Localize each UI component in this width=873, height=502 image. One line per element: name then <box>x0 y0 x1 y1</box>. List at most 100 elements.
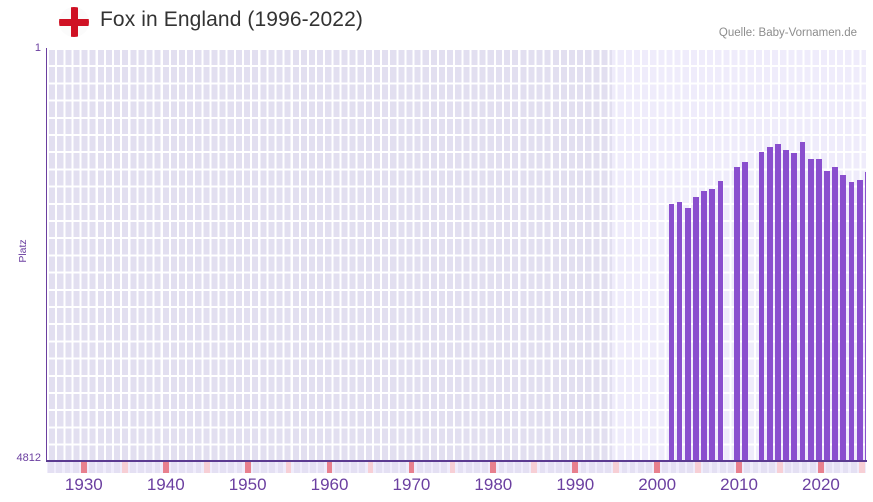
bar <box>783 149 789 461</box>
x-axis-strip-cell <box>162 462 169 473</box>
x-axis-strip-cell <box>842 462 849 473</box>
x-axis-strip-cell <box>80 462 87 473</box>
x-axis-strip-cell <box>531 462 538 473</box>
x-axis-strip-cell <box>580 462 587 473</box>
x-axis-strip-cell <box>637 462 644 473</box>
x-axis-strip-cell <box>392 462 398 473</box>
x-axis-strip-cell <box>588 462 595 473</box>
x-axis-strip-cell <box>564 462 570 473</box>
x-axis-strip-cell <box>605 462 611 473</box>
x-axis-tick-label: 1990 <box>556 475 595 494</box>
x-axis-strip-cell <box>171 462 177 473</box>
x-axis-strip-cell <box>56 462 63 473</box>
x-axis-tick-label: 1940 <box>146 475 185 494</box>
x-axis-strip-cell <box>490 462 497 473</box>
bar <box>709 189 716 461</box>
x-axis-strip-cell <box>670 462 677 473</box>
bar <box>791 152 798 461</box>
bar <box>668 204 675 461</box>
x-axis-strip-cell <box>818 462 824 473</box>
x-axis-strip-cell <box>187 462 194 473</box>
x-axis-strip-cell <box>310 462 317 473</box>
x-axis-strip-cell <box>408 462 415 473</box>
x-axis-strip-cell <box>228 462 235 473</box>
x-axis-strip-cell <box>850 462 857 473</box>
y-axis-tick-bottom: 4812 <box>16 452 41 464</box>
x-axis-strip-cell <box>727 462 734 473</box>
bar <box>734 167 740 461</box>
x-axis-strip-cell <box>400 462 407 473</box>
bar <box>684 207 691 461</box>
x-axis-strip-cell <box>695 462 701 473</box>
x-axis-strip-cell <box>220 462 226 473</box>
x-axis-strip-cell <box>212 462 218 473</box>
x-axis-strip-cell <box>498 462 505 473</box>
x-axis-tick-label: 1980 <box>474 475 513 494</box>
x-axis-strip-cell <box>72 462 79 473</box>
x-axis-strip-cell <box>793 462 800 473</box>
x-axis-strip-cell <box>826 462 833 473</box>
source-attribution: Quelle: Baby-Vornamen.de <box>718 27 857 39</box>
bar <box>799 142 806 461</box>
bar <box>758 151 765 461</box>
x-axis-strip-cell <box>523 462 529 473</box>
x-axis-strip-cell <box>703 462 710 473</box>
x-axis-strip-cell <box>318 462 325 473</box>
bar <box>824 171 830 461</box>
x-axis-strip-cell <box>662 462 669 473</box>
x-axis-strip-cell <box>302 462 308 473</box>
x-axis-strip-cell <box>777 462 783 473</box>
x-axis-strip-cell <box>752 462 759 473</box>
x-axis-strip-cell <box>343 462 349 473</box>
page-title: Fox in England (1996-2022) <box>100 8 363 31</box>
bar <box>693 197 699 461</box>
x-axis-strip-cell <box>457 462 464 473</box>
x-axis-strip-cell <box>383 462 390 473</box>
chart-header: Fox in England (1996-2022) Quelle: Baby-… <box>0 0 873 44</box>
x-axis-strip-cell <box>719 462 726 473</box>
x-axis-strip-cell <box>244 462 251 473</box>
x-axis-strip-cell <box>629 462 636 473</box>
x-axis-strip-cell <box>48 462 54 473</box>
flag-cross-vertical <box>70 7 78 37</box>
x-axis-tick-labels: 1930 1940 1950 1960 1970 1980 1990 2000 2010 2020 <box>0 475 873 500</box>
x-axis-strip-cell <box>113 462 120 473</box>
x-axis-strip-cell <box>768 462 775 473</box>
x-axis-strip-cell <box>277 462 284 473</box>
x-axis-strip-cell <box>654 462 661 473</box>
x-axis-strip-cell <box>760 462 767 473</box>
england-flag-icon <box>59 7 89 37</box>
bar <box>856 179 863 461</box>
x-axis-strip-cell <box>506 462 513 473</box>
x-axis-strip-cell <box>424 462 431 473</box>
x-axis-strip-cell <box>474 462 480 473</box>
x-axis-strip-cell <box>433 462 439 473</box>
bar <box>766 147 773 461</box>
x-axis-tick-label: 1970 <box>392 475 431 494</box>
bar <box>832 167 839 461</box>
bar <box>848 182 855 461</box>
x-axis-strip-cell <box>154 462 161 473</box>
x-axis-strip-cell <box>441 462 448 473</box>
bar-series <box>94 96 866 461</box>
x-axis-strip-cell <box>621 462 628 473</box>
x-axis-strip-cell <box>539 462 546 473</box>
x-axis-strip-cell <box>736 462 742 473</box>
x-axis-strip-cell <box>89 462 95 473</box>
x-axis-strip-cell <box>801 462 808 473</box>
x-axis-strip-cell <box>334 462 341 473</box>
x-axis-tick-label: 2010 <box>720 475 758 494</box>
x-axis-strip-cell <box>711 462 718 473</box>
x-axis-strip-cell <box>138 462 145 473</box>
x-axis-strip-cell <box>121 462 128 473</box>
x-axis-strip-cell <box>351 462 357 473</box>
x-axis-strip-cell <box>261 462 267 473</box>
x-axis-strip-cell <box>834 462 841 473</box>
x-axis-strip-cell <box>515 462 521 473</box>
x-axis-strip-cell <box>482 462 489 473</box>
x-axis-strip-cell <box>572 462 579 473</box>
y-axis-label: Platz <box>17 239 29 263</box>
x-axis-strip-cell <box>146 462 153 473</box>
x-axis-strip-cell <box>359 462 366 473</box>
x-axis-strip-cell <box>555 462 562 473</box>
